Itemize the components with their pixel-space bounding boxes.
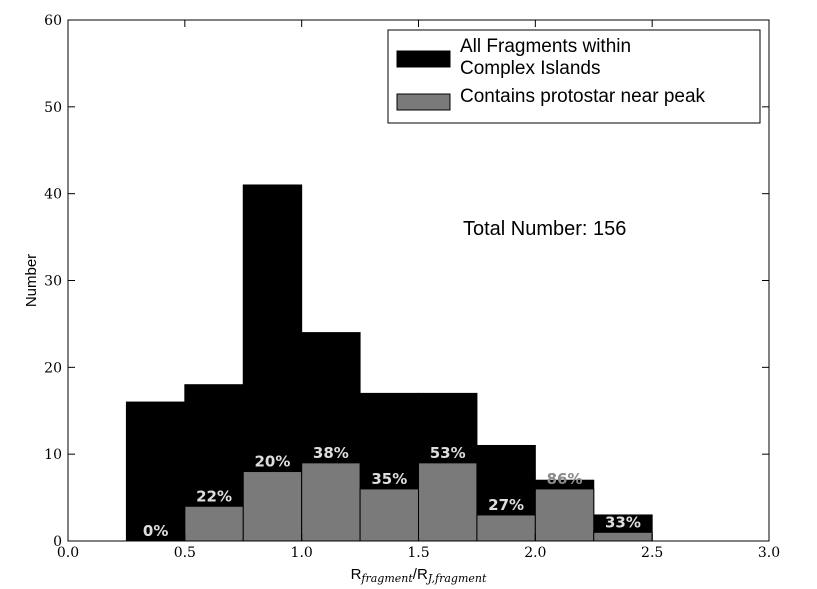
y-tick-label: 10 [44,447,62,463]
bar-annotation: 53% [430,444,466,462]
bar [593,531,653,542]
bar [301,462,361,542]
x-tick-label: 1.5 [407,545,429,561]
bar [125,401,186,542]
bar-annotation: 35% [371,470,407,488]
bar [534,488,595,542]
bar-annotation: 0% [143,522,168,540]
legend-swatch [396,50,451,68]
y-tick-label: 60 [44,13,62,29]
x-tick-label: 3.0 [758,545,780,561]
legend-label-box: Contains protostar near peak [460,86,706,107]
x-axis-label-part: R [351,566,362,583]
x-axis-label-part: /R [413,566,428,583]
y-tick-label: 30 [44,274,62,290]
bar [242,471,303,542]
y-tick-label: 0 [53,534,62,550]
bar-annotation: 27% [488,496,524,514]
y-tick-label: 50 [44,100,62,116]
x-axis-label: Rfragment/RJ,fragment [351,566,487,585]
bar [359,488,420,542]
x-axis-label-part: fragment [360,572,413,585]
x-tick-label: 2.5 [641,545,663,561]
bar-annotation: 86% [547,470,583,488]
legend-swatch [396,93,451,111]
legend-label: Contains protostar near peak [460,86,706,107]
y-tick-label: 20 [44,360,62,376]
bar [418,462,478,542]
x-axis-label-part: J,fragment [426,572,487,585]
x-tick-label: 2.0 [524,545,546,561]
y-axis-label: Number [23,254,40,307]
x-tick-label: 1.0 [291,545,313,561]
bar [476,514,536,542]
x-tick-label: 0.5 [174,545,196,561]
annotation: Total Number: 156 [463,218,626,240]
x-tick-label: 0.0 [57,545,79,561]
legend-label-box: All Fragments within Complex Islands [460,36,632,79]
bar-annotation: 38% [313,444,349,462]
bar [184,505,244,542]
bar-annotation: 33% [605,513,641,531]
y-tick-label: 40 [44,187,62,203]
bar-annotation: 22% [196,487,232,505]
bar-annotation: 20% [255,453,291,471]
legend-label: All Fragments within Complex Islands [460,36,632,79]
